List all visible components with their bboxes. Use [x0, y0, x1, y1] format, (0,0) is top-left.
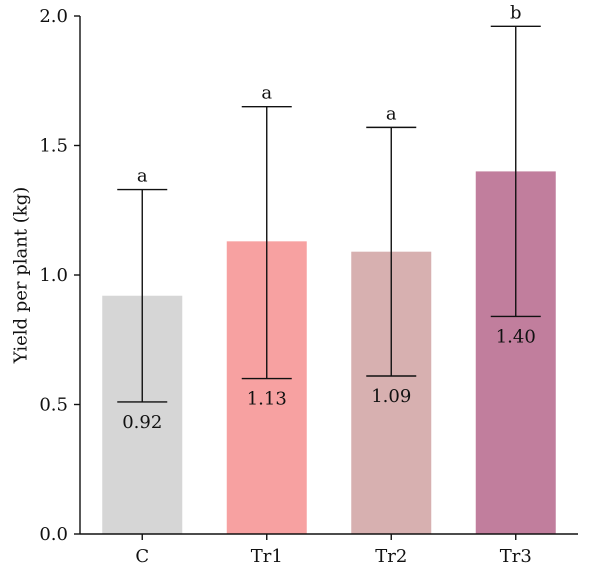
- y-tick-label: 1.5: [39, 136, 68, 157]
- x-tick-label: Tr3: [500, 546, 532, 567]
- y-ticks-group: 0.0 0.5 1.0 1.5 2.0: [39, 6, 80, 545]
- x-tick-label: Tr2: [375, 546, 407, 567]
- significance-label: b: [510, 2, 522, 23]
- y-axis-label: Yield per plant (kg): [10, 187, 31, 365]
- value-label: 0.92: [122, 412, 162, 433]
- significance-label: a: [386, 103, 397, 124]
- significance-label: a: [261, 83, 272, 104]
- y-tick-label: 2.0: [39, 6, 68, 27]
- value-label: 1.13: [247, 389, 287, 410]
- x-tick-label: Tr1: [251, 546, 283, 567]
- data-labels-group: a 0.92 a 1.13 a 1.09 b 1.40: [122, 2, 536, 433]
- value-label: 1.09: [371, 386, 411, 407]
- y-tick-label: 1.0: [39, 265, 68, 286]
- significance-label: a: [137, 166, 148, 187]
- y-tick-label: 0.0: [39, 524, 68, 545]
- x-tick-label: C: [135, 546, 149, 567]
- bars-group: [102, 171, 556, 534]
- y-tick-label: 0.5: [39, 395, 68, 416]
- value-label: 1.40: [496, 326, 536, 347]
- error-bars-group: [117, 25, 541, 403]
- x-ticks-group: C Tr1 Tr2 Tr3: [135, 534, 532, 567]
